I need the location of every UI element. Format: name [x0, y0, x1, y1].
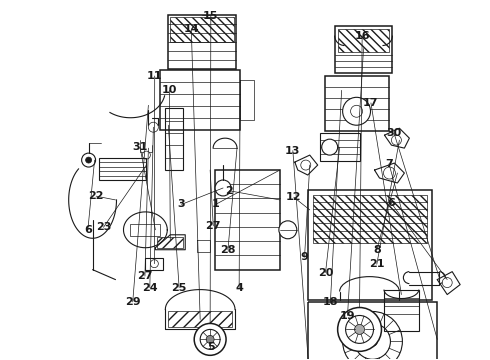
Bar — [98, 158, 147, 180]
Text: 3: 3 — [178, 199, 185, 210]
Text: 7: 7 — [385, 159, 393, 169]
Text: 6: 6 — [84, 225, 92, 235]
Circle shape — [301, 160, 311, 170]
Circle shape — [148, 122, 158, 132]
Bar — [308, 302, 437, 360]
Circle shape — [368, 336, 377, 346]
Bar — [168, 15, 236, 69]
Bar — [171, 17, 234, 41]
Bar — [308, 190, 432, 300]
Circle shape — [86, 157, 92, 163]
Text: 17: 17 — [363, 98, 379, 108]
Text: 31: 31 — [132, 142, 148, 152]
Text: 16: 16 — [354, 31, 370, 41]
Text: 8: 8 — [373, 245, 381, 255]
Bar — [157, 237, 183, 248]
Text: 9: 9 — [300, 252, 309, 262]
Circle shape — [322, 139, 338, 155]
Text: 22: 22 — [88, 191, 104, 201]
Text: 18: 18 — [323, 297, 338, 307]
Circle shape — [343, 311, 402, 360]
Circle shape — [150, 260, 158, 268]
Circle shape — [279, 221, 297, 239]
Text: 6: 6 — [388, 198, 395, 208]
Circle shape — [82, 153, 96, 167]
Circle shape — [343, 97, 370, 125]
Circle shape — [384, 167, 395, 179]
Text: 20: 20 — [318, 267, 333, 278]
Text: 28: 28 — [220, 245, 236, 255]
Circle shape — [392, 135, 401, 145]
Text: 2: 2 — [225, 186, 233, 196]
Text: 15: 15 — [203, 11, 219, 21]
Circle shape — [215, 180, 231, 196]
Text: 11: 11 — [147, 71, 163, 81]
Text: 25: 25 — [172, 283, 187, 293]
Text: 10: 10 — [162, 85, 177, 95]
Bar — [168, 311, 232, 328]
Text: 12: 12 — [286, 192, 301, 202]
Circle shape — [194, 323, 226, 355]
Text: 27: 27 — [137, 271, 153, 281]
Text: 13: 13 — [285, 145, 300, 156]
Text: 19: 19 — [340, 311, 355, 320]
Circle shape — [345, 315, 373, 343]
Circle shape — [206, 336, 214, 343]
Text: 30: 30 — [386, 128, 401, 138]
Circle shape — [200, 329, 220, 349]
Text: 27: 27 — [205, 221, 221, 231]
Text: 5: 5 — [207, 342, 215, 352]
Circle shape — [355, 324, 365, 334]
Bar — [130, 224, 160, 236]
Text: 24: 24 — [142, 283, 158, 293]
Bar — [338, 28, 390, 53]
Bar — [160, 71, 240, 130]
Bar — [319, 133, 360, 161]
Text: 1: 1 — [212, 199, 220, 210]
Bar — [385, 289, 419, 332]
Bar — [215, 170, 280, 270]
Bar — [313, 195, 427, 243]
Circle shape — [338, 307, 382, 351]
Circle shape — [143, 151, 150, 159]
Bar — [335, 26, 392, 73]
Bar — [165, 108, 183, 170]
Text: 29: 29 — [125, 297, 141, 307]
Bar — [325, 76, 390, 131]
Text: 23: 23 — [96, 222, 111, 232]
Bar — [146, 258, 163, 270]
Circle shape — [355, 323, 391, 359]
Circle shape — [442, 278, 452, 288]
Text: 14: 14 — [183, 24, 199, 35]
Text: 21: 21 — [369, 259, 385, 269]
Text: 4: 4 — [235, 283, 243, 293]
Circle shape — [350, 105, 363, 117]
